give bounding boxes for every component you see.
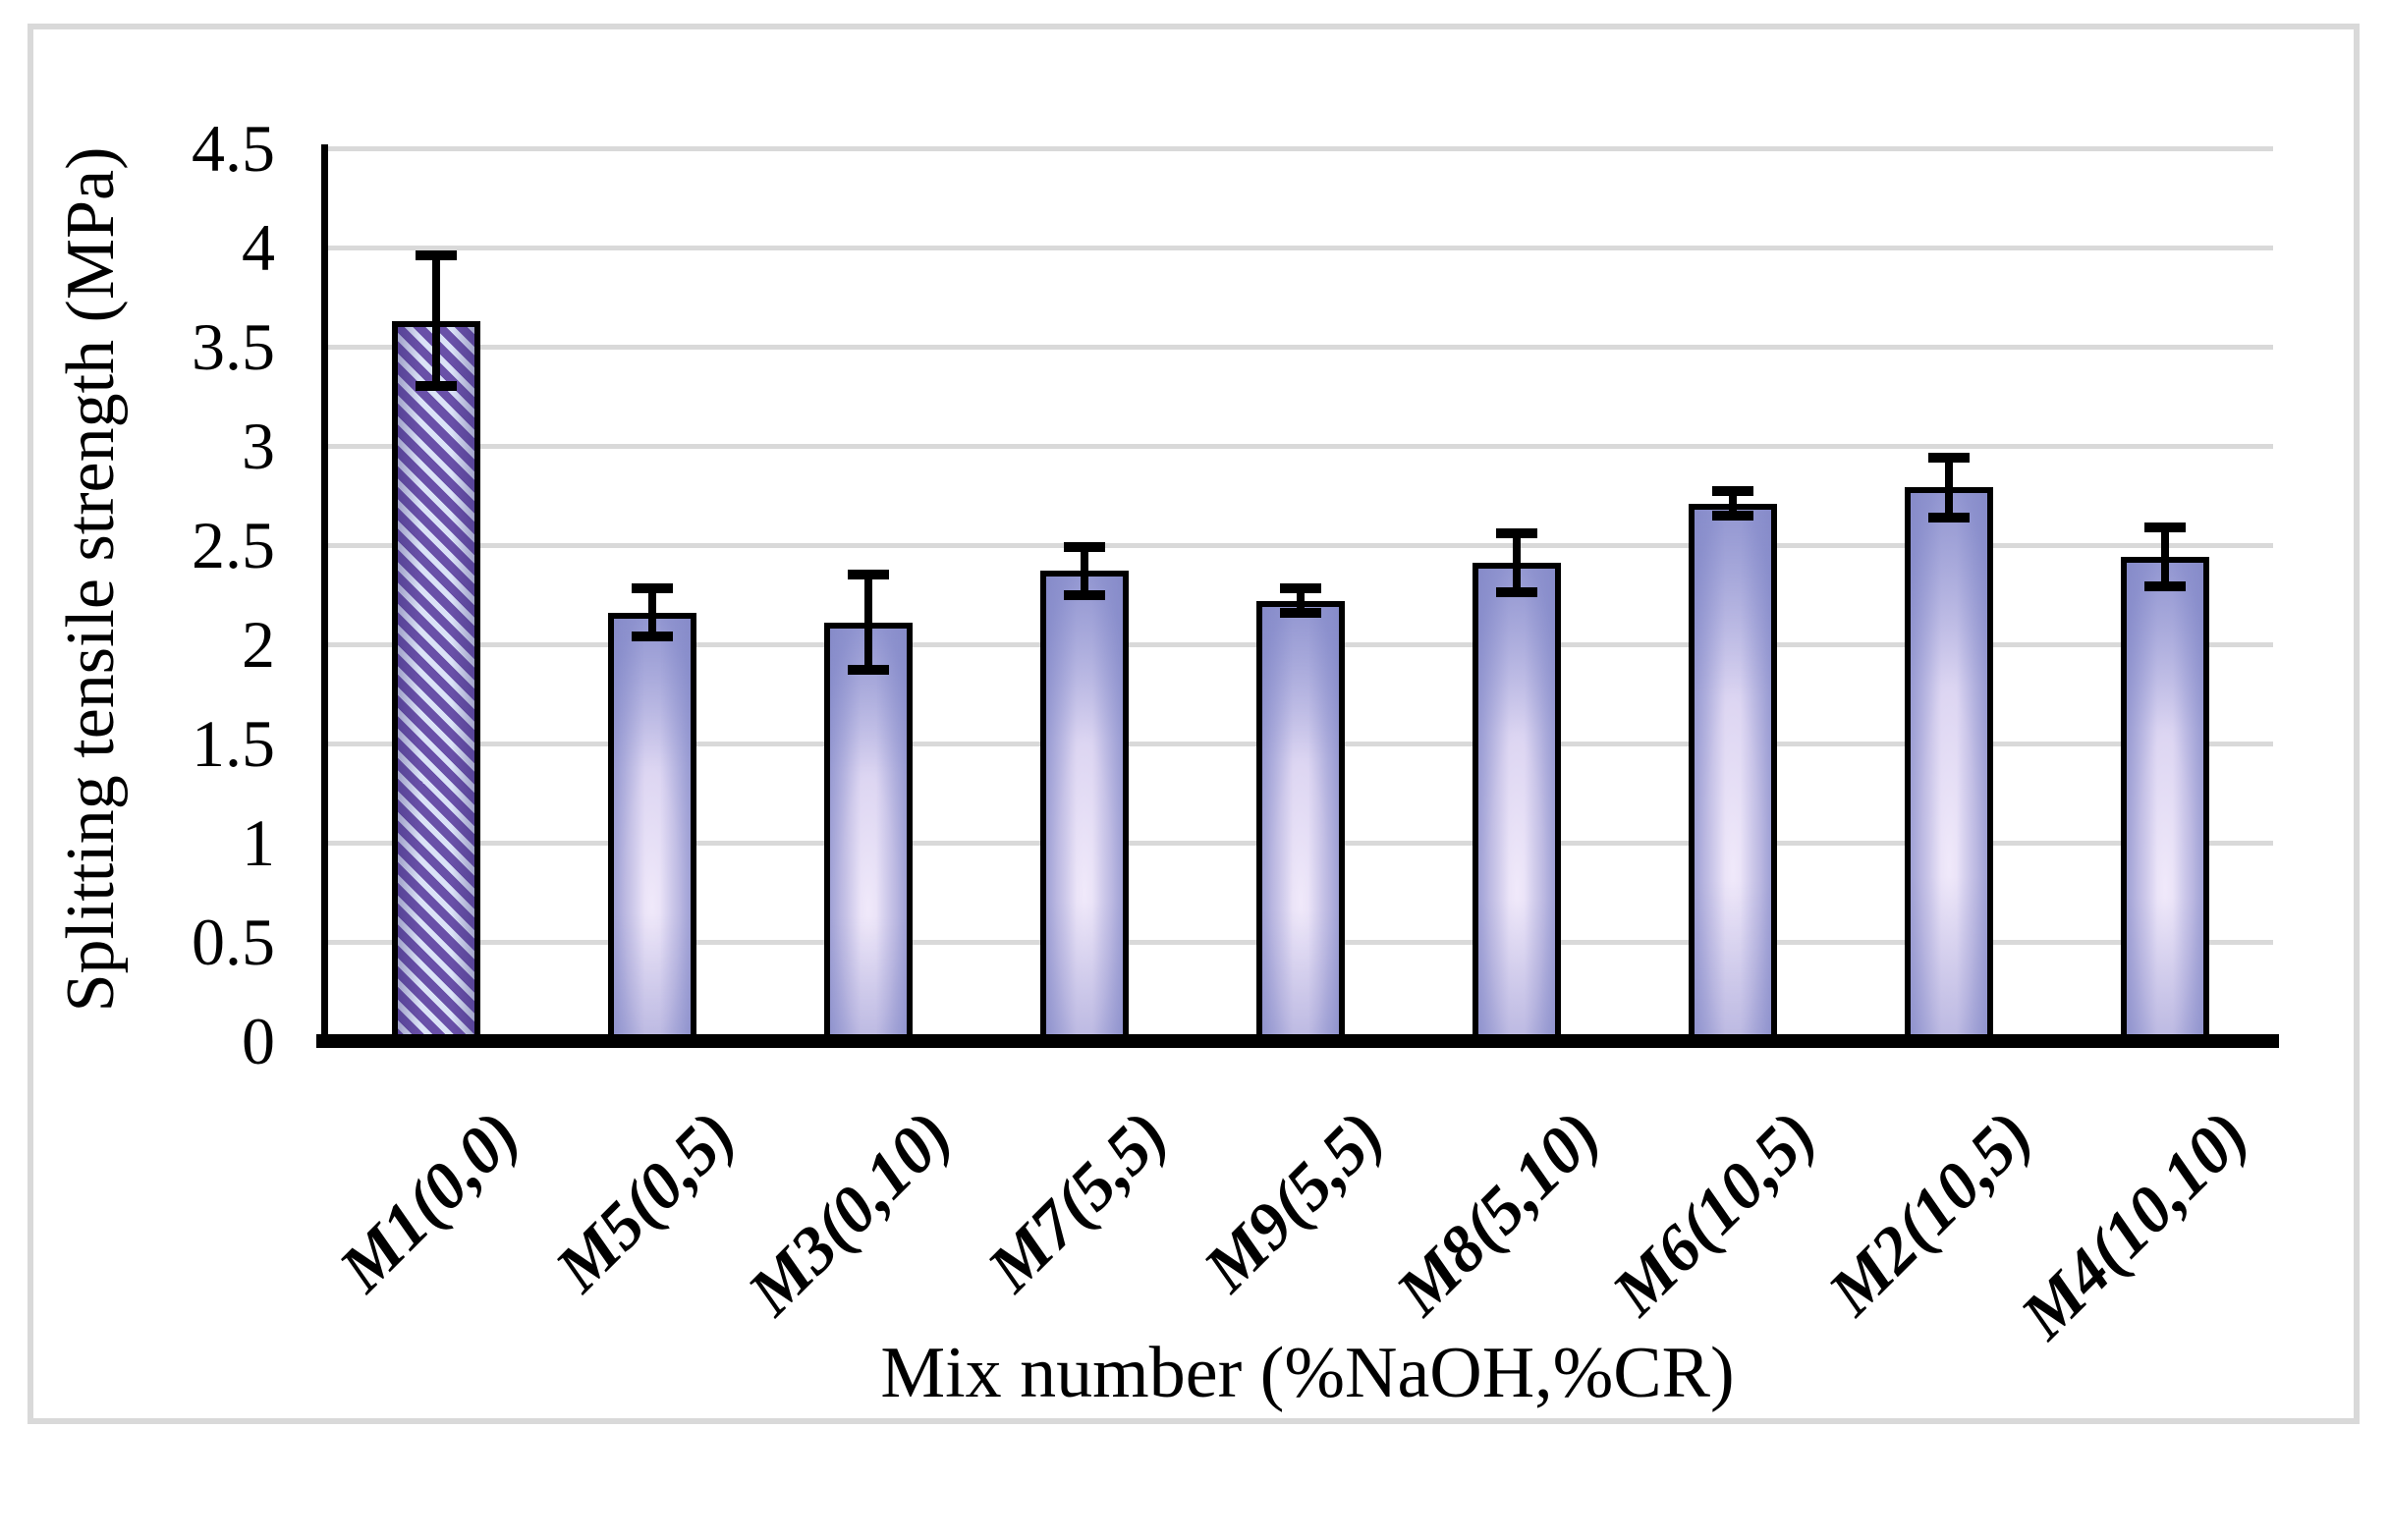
error-bar-line xyxy=(2161,526,2169,587)
bar xyxy=(1689,503,1777,1047)
plot-area: 0 0.5 1 1.5 2 2.5 3 3.5 4 4.5 M1(0,0) M5(0,5) M3(0,1… xyxy=(192,111,2279,1352)
x-tick-label: M3(0,10) xyxy=(733,1096,967,1330)
gridline xyxy=(326,246,2273,250)
error-bar-line xyxy=(1081,547,1088,595)
error-bar-cap-top xyxy=(2144,522,2186,532)
bar xyxy=(2121,557,2209,1047)
bar xyxy=(608,612,696,1047)
error-bar-cap-top xyxy=(632,583,673,594)
x-axis-title: Mix number (%NaOH,%CR) xyxy=(880,1333,1735,1413)
error-bar-cap-top xyxy=(1064,542,1105,553)
y-tick-label: 3 xyxy=(242,409,275,483)
gridline xyxy=(326,345,2273,350)
x-axis-line xyxy=(316,1034,2279,1048)
x-tick-label: M6(10,5) xyxy=(1597,1096,1831,1330)
y-tick-label: 2.5 xyxy=(192,508,275,582)
bar xyxy=(1905,487,1993,1047)
figure-canvas: { "chart_data": { "type": "bar", "title"… xyxy=(28,24,2360,1424)
x-tick-label: M2(10,5) xyxy=(1813,1096,2047,1330)
error-bar-cap-bottom xyxy=(1280,607,1321,618)
error-bar-cap-top xyxy=(1928,453,1970,464)
y-tick-label: 4 xyxy=(242,210,275,285)
y-tick-label: 0.5 xyxy=(192,905,275,979)
bar xyxy=(1256,600,1345,1047)
y-axis-line xyxy=(321,144,328,1048)
figure-border xyxy=(28,24,2360,1424)
error-bar-cap-bottom xyxy=(2144,581,2186,592)
x-tick-label: M1(0,0) xyxy=(324,1096,534,1306)
y-tick-label: 1.5 xyxy=(192,706,275,781)
error-bar-line xyxy=(1729,491,1737,516)
gridline xyxy=(326,543,2273,548)
x-tick-label: M8(5,10) xyxy=(1381,1096,1615,1330)
bar xyxy=(1473,563,1561,1047)
error-bar-line xyxy=(864,575,872,671)
bar xyxy=(824,622,913,1047)
error-bar-cap-bottom xyxy=(848,665,889,676)
gridline xyxy=(326,146,2273,151)
error-bar-cap-bottom xyxy=(1928,512,1970,522)
gridline xyxy=(326,444,2273,449)
error-bar-line xyxy=(1513,532,1521,593)
error-bar-cap-top xyxy=(416,250,457,261)
error-bar-cap-top xyxy=(848,570,889,580)
error-bar-line xyxy=(1945,458,1953,518)
error-bar-line xyxy=(648,588,656,636)
error-bar-cap-bottom xyxy=(1712,510,1753,521)
error-bar-cap-bottom xyxy=(632,631,673,641)
x-tick-label: M7(5,5) xyxy=(973,1096,1183,1306)
bar xyxy=(392,320,480,1047)
y-tick-label: 3.5 xyxy=(192,309,275,384)
x-tick-label: M4(10,10) xyxy=(2006,1096,2263,1353)
error-bar-cap-top xyxy=(1496,527,1537,538)
y-tick-label: 1 xyxy=(242,805,275,880)
y-tick-label: 2 xyxy=(242,607,275,682)
error-bar-line xyxy=(1297,588,1305,613)
error-bar-line xyxy=(432,255,440,387)
error-bar-cap-top xyxy=(1712,486,1753,497)
bar xyxy=(1040,571,1129,1047)
y-tick-label: 4.5 xyxy=(192,111,275,186)
error-bar-cap-top xyxy=(1280,583,1321,594)
error-bar-cap-bottom xyxy=(1064,589,1105,600)
error-bar-cap-bottom xyxy=(1496,587,1537,598)
x-tick-label: M9(5,5) xyxy=(1189,1096,1399,1306)
y-tick-label: 0 xyxy=(242,1004,275,1078)
error-bar-cap-bottom xyxy=(416,381,457,392)
x-tick-label: M5(0,5) xyxy=(540,1096,750,1306)
